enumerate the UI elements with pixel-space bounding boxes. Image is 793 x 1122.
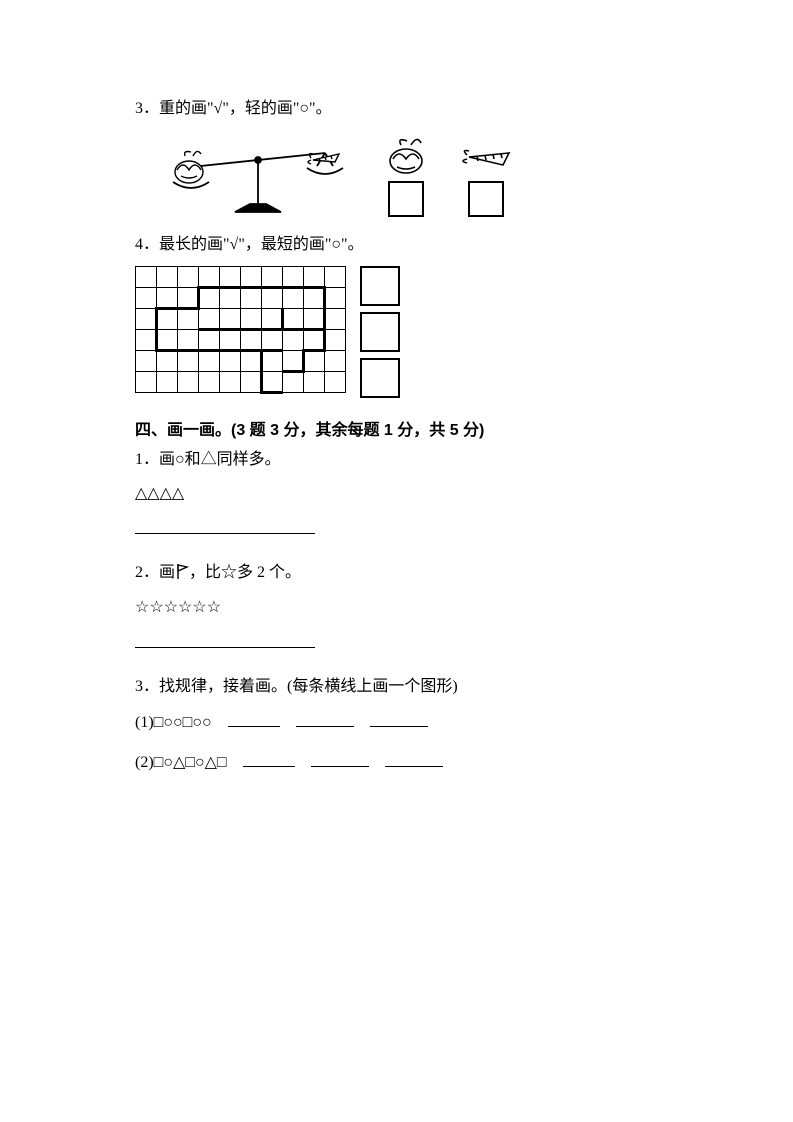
s4q3-p1-blank1[interactable]: [228, 708, 280, 727]
s4q3-p1-label: (1)□○○□○○: [135, 714, 212, 731]
balance-scale-icon: [163, 132, 353, 217]
s4q2-label-pre: 2．画: [135, 564, 175, 581]
s4q3-p2-blank1[interactable]: [243, 748, 295, 767]
s4q1-blank-row: [135, 515, 658, 545]
q4-grid: [135, 266, 346, 394]
q3-choice-cabbage: [383, 137, 429, 217]
q3-carrot-answer-box[interactable]: [468, 181, 504, 217]
q3-cabbage-answer-box[interactable]: [388, 181, 424, 217]
s4q2-shapes: ☆☆☆☆☆☆: [135, 594, 658, 623]
s4q2-label-post: ，比☆多 2 个。: [189, 564, 301, 581]
s4q3-p2-blank3[interactable]: [385, 748, 443, 767]
q4-answer-box-2[interactable]: [360, 312, 400, 352]
q4-figure-row: [135, 266, 658, 398]
q3-label: 3．重的画"√"，轻的画"○"。: [135, 95, 658, 124]
s4q3-p2-blank2[interactable]: [311, 748, 369, 767]
q4-answer-box-3[interactable]: [360, 358, 400, 398]
page-content: 3．重的画"√"，轻的画"○"。: [0, 0, 793, 778]
s4q3-p2-label: (2)□○△□○△□: [135, 754, 227, 771]
s4q2-label: 2．画 ，比☆多 2 个。: [135, 559, 658, 588]
s4q1-shapes: △△△△: [135, 480, 658, 509]
s4q3-label: 3．找规律，接着画。(每条横线上画一个图形): [135, 673, 658, 702]
s4q2-blank[interactable]: [135, 629, 315, 648]
section4-title: 四、画一画。(3 题 3 分，其余每题 1 分，共 5 分): [135, 416, 658, 440]
s4q1-label: 1．画○和△同样多。: [135, 446, 658, 475]
q4-answer-box-1[interactable]: [360, 266, 400, 306]
flag-icon: [175, 562, 189, 580]
carrot-icon: [459, 145, 513, 175]
s4q3-p1: (1)□○○□○○: [135, 708, 658, 738]
q4-label: 4．最长的画"√"，最短的画"○"。: [135, 231, 658, 260]
q3-figure-row: [163, 132, 658, 217]
s4q3-p2: (2)□○△□○△□: [135, 748, 658, 778]
s4q3-p1-blank2[interactable]: [296, 708, 354, 727]
s4q2-blank-row: [135, 629, 658, 659]
cabbage-icon: [383, 137, 429, 175]
q3-choice-carrot: [459, 145, 513, 217]
s4q1-blank[interactable]: [135, 515, 315, 534]
q4-answer-boxes: [360, 266, 400, 398]
s4q3-p1-blank3[interactable]: [370, 708, 428, 727]
